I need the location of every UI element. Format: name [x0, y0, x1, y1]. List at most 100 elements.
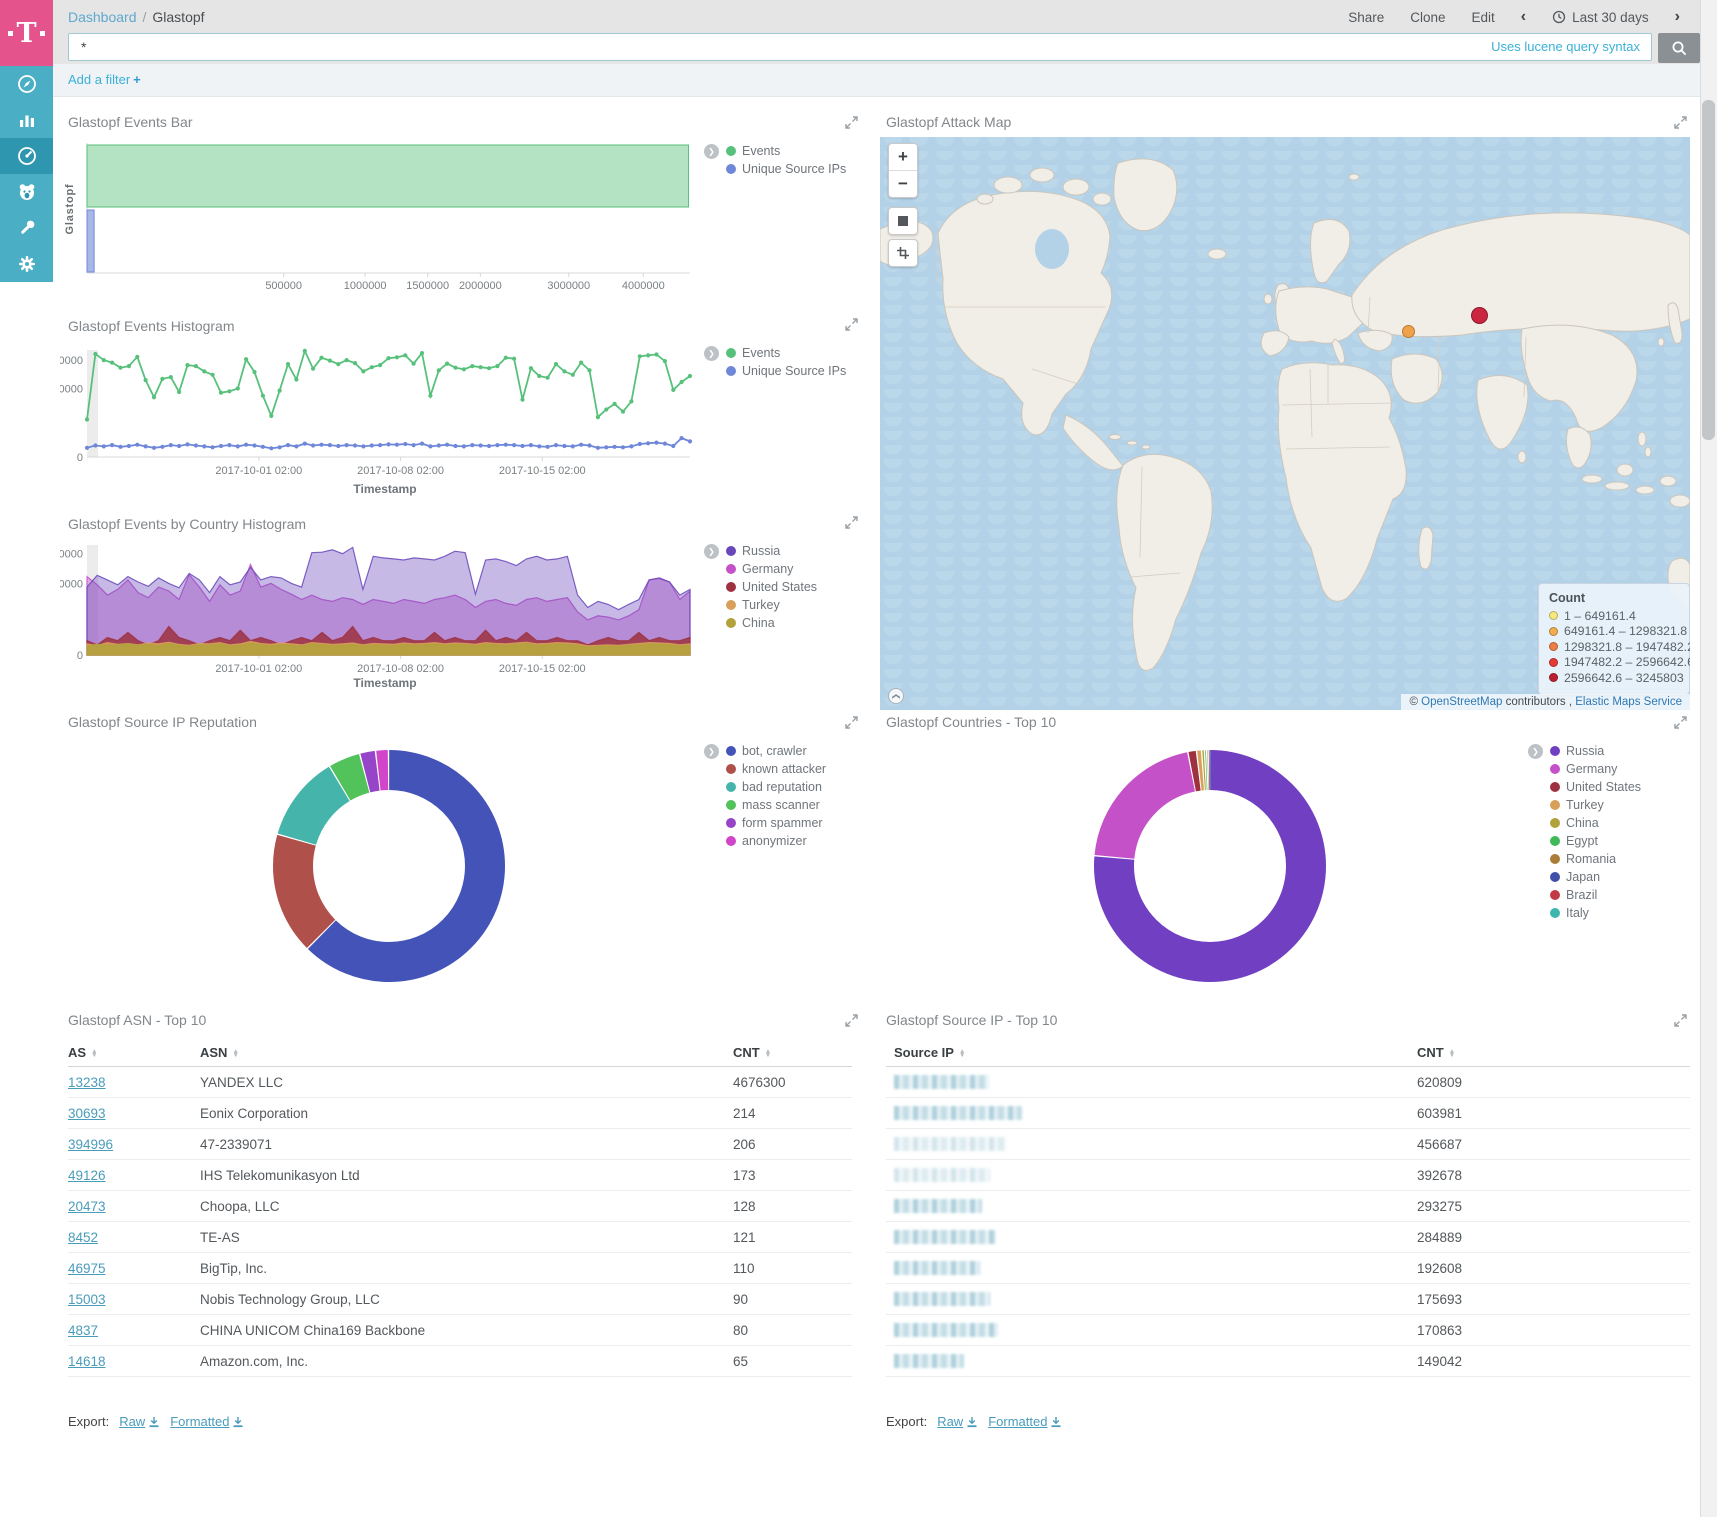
- legend-item[interactable]: mass scanner: [726, 796, 826, 814]
- countries-donut-chart[interactable]: [1080, 736, 1340, 996]
- legend-toggle-icon[interactable]: [704, 544, 719, 559]
- attribution-toggle-button[interactable]: ❮: [888, 688, 904, 704]
- legend-toggle-icon[interactable]: [1528, 744, 1543, 759]
- elastic-maps-service-link[interactable]: Elastic Maps Service: [1575, 696, 1682, 708]
- clone-button[interactable]: Clone: [1410, 9, 1446, 25]
- column-header-cnt[interactable]: CNT ▲ ▼: [733, 1040, 852, 1067]
- share-button[interactable]: Share: [1348, 9, 1385, 25]
- legend-item[interactable]: Germany: [1550, 760, 1641, 778]
- legend-item[interactable]: China: [1550, 814, 1641, 832]
- attack-map[interactable]: + − Count 1 – 649161.4 649161.4 – 1298321…: [880, 137, 1690, 710]
- panel-expand-icon[interactable]: [845, 516, 858, 534]
- reputation-donut-chart[interactable]: [259, 736, 519, 996]
- legend-item[interactable]: Italy: [1550, 904, 1641, 922]
- as-number-link[interactable]: 46975: [68, 1260, 106, 1276]
- sidebar-item-dashboard-gauge[interactable]: [0, 138, 53, 174]
- export-formatted-link[interactable]: Formatted: [170, 1414, 244, 1429]
- export-raw-link[interactable]: Raw: [119, 1414, 160, 1429]
- legend-item[interactable]: Events: [726, 142, 846, 160]
- events-bar-chart[interactable]: Glastopf 500000 1000000 1500000 2000000 30000…: [60, 135, 710, 293]
- events-histogram-chart[interactable]: 0 50000 100000 2017-10-01 02:00 2017-10-08 0…: [60, 340, 710, 480]
- sidebar-item-timelion-face[interactable]: [0, 174, 53, 210]
- as-number-link[interactable]: 15003: [68, 1291, 106, 1307]
- panel-expand-icon[interactable]: [1674, 116, 1687, 134]
- as-number-link[interactable]: 20473: [68, 1198, 106, 1214]
- cnt-value: 175693: [1417, 1283, 1690, 1315]
- legend-item[interactable]: Turkey: [726, 596, 817, 614]
- as-number-link[interactable]: 4837: [68, 1322, 99, 1338]
- legend-item[interactable]: bot, crawler: [726, 742, 826, 760]
- legend-item[interactable]: Events: [726, 344, 846, 362]
- breadcrumb-dashboard-link[interactable]: Dashboard: [68, 9, 137, 25]
- panel-expand-icon[interactable]: [845, 318, 858, 336]
- donut-slice-known-attacker[interactable]: [273, 750, 505, 982]
- time-forward-button[interactable]: ›: [1674, 8, 1680, 25]
- sidebar-item-discover-compass[interactable]: [0, 66, 53, 102]
- breadcrumb: Dashboard / Glastopf: [68, 9, 205, 25]
- edit-button[interactable]: Edit: [1471, 9, 1495, 25]
- t-mobile-logo[interactable]: T: [0, 0, 53, 66]
- openstreetmap-link[interactable]: OpenStreetMap: [1421, 696, 1503, 708]
- column-header-cnt[interactable]: CNT ▲ ▼: [1417, 1040, 1690, 1067]
- column-header-source-ip[interactable]: Source IP ▲ ▼: [886, 1040, 1417, 1067]
- breadcrumb-current: Glastopf: [152, 9, 205, 25]
- time-picker[interactable]: Last 30 days: [1552, 10, 1649, 25]
- svg-text:2017-10-15 02:00: 2017-10-15 02:00: [499, 663, 586, 675]
- legend-item[interactable]: Romania: [1550, 850, 1641, 868]
- as-number-link[interactable]: 394996: [68, 1136, 114, 1152]
- legend-item[interactable]: China: [726, 614, 817, 632]
- export-formatted-link[interactable]: Formatted: [988, 1414, 1062, 1429]
- search-button[interactable]: [1658, 33, 1700, 63]
- legend-item[interactable]: Japan: [1550, 868, 1641, 886]
- legend-item[interactable]: known attacker: [726, 760, 826, 778]
- column-header-as[interactable]: AS ▲ ▼: [68, 1040, 200, 1067]
- legend-item[interactable]: Unique Source IPs: [726, 160, 846, 178]
- panel-expand-icon[interactable]: [845, 116, 858, 134]
- fit-bounds-button[interactable]: [888, 207, 918, 235]
- sidebar-item-management-gear[interactable]: [0, 246, 53, 282]
- legend-item[interactable]: United States: [726, 578, 817, 596]
- panel-expand-icon[interactable]: [1674, 1014, 1687, 1032]
- as-number-link[interactable]: 30693: [68, 1105, 106, 1121]
- legend-item[interactable]: United States: [1550, 778, 1641, 796]
- country-histogram-chart[interactable]: 0 50000 100000 2017-10-01 02:00 2017-10-08 0…: [60, 536, 710, 678]
- redacted-source-ip: [894, 1261, 980, 1275]
- time-back-button[interactable]: ‹: [1520, 8, 1527, 25]
- panel-expand-icon[interactable]: [845, 716, 858, 734]
- legend-item[interactable]: Russia: [726, 542, 817, 560]
- sidebar-item-visualize-bars[interactable]: [0, 102, 53, 138]
- legend-item[interactable]: Unique Source IPs: [726, 362, 846, 380]
- lucene-syntax-link[interactable]: Uses lucene query syntax: [1491, 39, 1640, 54]
- legend-item[interactable]: Brazil: [1550, 886, 1641, 904]
- as-number-link[interactable]: 8452: [68, 1229, 99, 1245]
- scrollbar-thumb[interactable]: [1702, 100, 1715, 440]
- legend-dot: [726, 800, 736, 810]
- legend-toggle-icon[interactable]: [704, 144, 719, 159]
- panel-expand-icon[interactable]: [845, 1014, 858, 1032]
- legend-item[interactable]: Egypt: [1550, 832, 1641, 850]
- as-number-link[interactable]: 13238: [68, 1074, 106, 1090]
- zoom-out-button[interactable]: −: [898, 174, 908, 193]
- crop-filter-button[interactable]: [888, 239, 918, 267]
- legend-item[interactable]: Russia: [1550, 742, 1641, 760]
- search-input[interactable]: [68, 33, 1652, 61]
- as-number-link[interactable]: 49126: [68, 1167, 106, 1183]
- donut-slice-bot-crawler[interactable]: [273, 750, 505, 982]
- export-raw-link[interactable]: Raw: [937, 1414, 978, 1429]
- legend-label: Egypt: [1566, 834, 1598, 848]
- sidebar-item-dev-tools-wrench[interactable]: [0, 210, 53, 246]
- zoom-in-button[interactable]: +: [898, 147, 908, 166]
- legend-item[interactable]: bad reputation: [726, 778, 826, 796]
- donut-slice-russia[interactable]: [1094, 750, 1326, 982]
- column-header-asn[interactable]: ASN ▲ ▼: [200, 1040, 733, 1067]
- legend-item[interactable]: form spammer: [726, 814, 826, 832]
- legend-item[interactable]: anonymizer: [726, 832, 826, 850]
- panel-expand-icon[interactable]: [1674, 716, 1687, 734]
- legend-toggle-icon[interactable]: [704, 744, 719, 759]
- as-number-link[interactable]: 14618: [68, 1353, 106, 1369]
- legend-item[interactable]: Germany: [726, 560, 817, 578]
- legend-events-histogram: Events Unique Source IPs: [704, 344, 846, 380]
- legend-item[interactable]: Turkey: [1550, 796, 1641, 814]
- legend-toggle-icon[interactable]: [704, 346, 719, 361]
- add-filter-link[interactable]: Add a filter +: [68, 72, 141, 87]
